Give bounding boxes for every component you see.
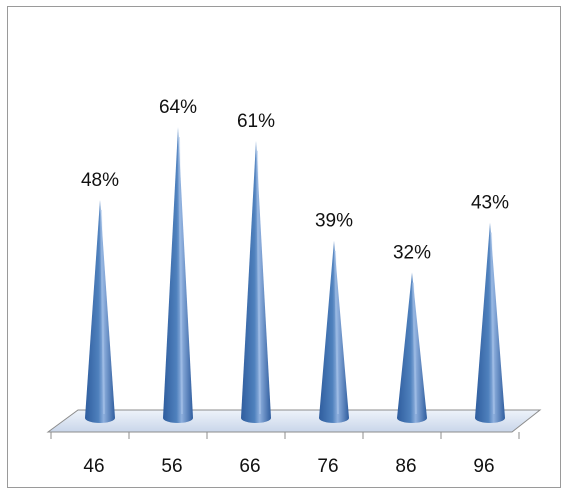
cone-body <box>85 199 115 423</box>
cone-highlight <box>334 250 339 415</box>
cone-bar-76 <box>319 240 349 423</box>
x-tick-labels: 46 56 66 76 86 96 <box>83 456 494 477</box>
x-tick-label-66: 66 <box>239 456 260 477</box>
data-label-86: 32% <box>393 243 431 264</box>
cone-bar-96 <box>475 222 505 423</box>
cone-bar-86 <box>397 272 427 423</box>
cone-highlight <box>256 150 261 415</box>
chart-floor <box>46 409 542 433</box>
x-axis <box>48 431 520 439</box>
cone-body <box>475 222 505 423</box>
data-label-66: 61% <box>237 111 275 132</box>
x-tick-label-46: 46 <box>83 456 104 477</box>
cone-highlight <box>412 282 417 415</box>
cone-highlight <box>100 209 105 415</box>
data-labels: 48% 64% 61% 39% 32% 43% <box>81 97 509 263</box>
cone-body <box>319 240 349 423</box>
cone-highlight <box>490 232 495 415</box>
x-tick-label-76: 76 <box>317 456 338 477</box>
cone-body <box>397 272 427 423</box>
data-label-56: 64% <box>159 97 197 118</box>
cone-body <box>241 140 271 423</box>
x-tick-label-56: 56 <box>161 456 182 477</box>
cone-bar-46 <box>85 199 115 423</box>
data-label-46: 48% <box>81 170 119 191</box>
data-label-76: 39% <box>315 211 353 232</box>
cone-bar-56 <box>163 127 193 424</box>
x-tick-label-96: 96 <box>473 456 494 477</box>
cone-bar-66 <box>241 140 271 423</box>
x-tick-label-86: 86 <box>395 456 416 477</box>
cone-body <box>163 127 193 424</box>
cone-highlight <box>178 137 183 415</box>
cone-series <box>85 127 505 424</box>
data-label-96: 43% <box>471 193 509 214</box>
